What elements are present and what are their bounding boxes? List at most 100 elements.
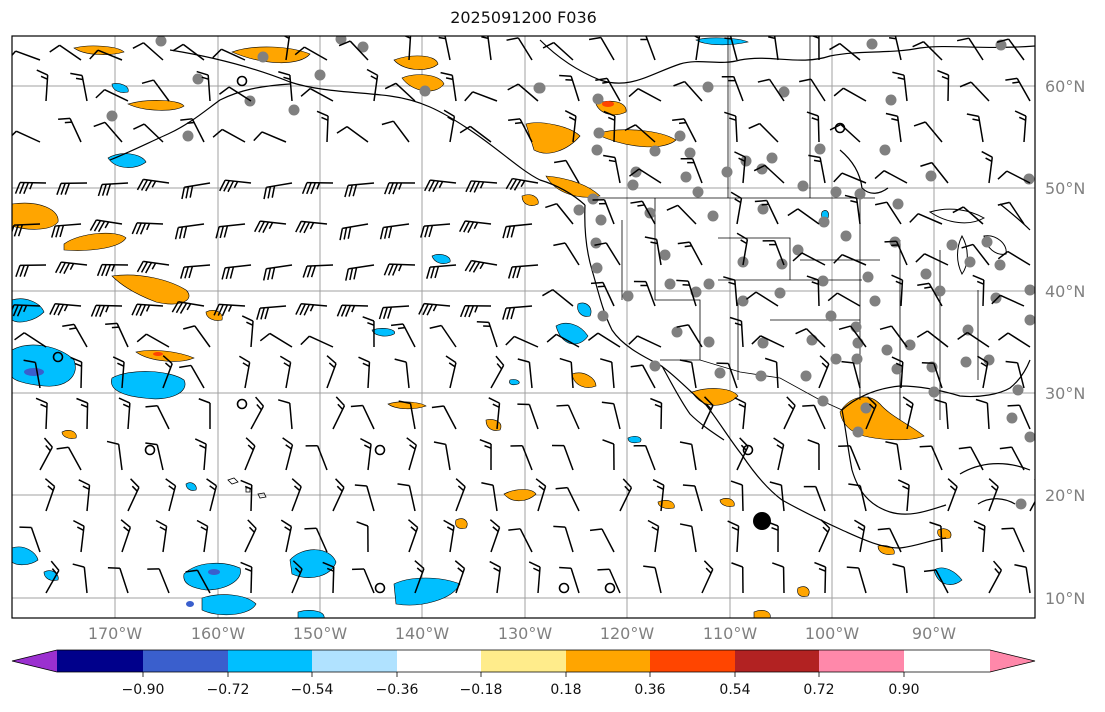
wind-barb <box>555 486 580 512</box>
calm-markers <box>52 75 846 594</box>
wind-barb <box>952 206 984 225</box>
wind-barb <box>155 519 168 553</box>
wind-barb <box>833 253 867 266</box>
wind-barb <box>848 483 867 512</box>
wind-barb <box>628 87 662 102</box>
wind-barb <box>49 44 82 61</box>
wind-barb <box>885 112 902 143</box>
wind-barb <box>489 519 501 553</box>
wind-barb <box>727 520 740 553</box>
wind-barb <box>736 437 749 471</box>
wind-barb <box>362 316 375 348</box>
wind-barb <box>841 360 861 389</box>
wind-barb <box>630 200 656 225</box>
wind-barb <box>136 178 170 192</box>
wind-barb <box>19 526 41 553</box>
wind-barb <box>844 194 861 225</box>
wind-barb <box>997 170 1031 184</box>
wind-barb <box>510 445 533 471</box>
lat-label-30n: 30°N <box>1045 384 1086 403</box>
wind-barb <box>131 222 164 235</box>
colorbar-extend-low <box>12 650 57 672</box>
wind-barb <box>97 182 129 197</box>
lat-label-20n: 20°N <box>1045 486 1086 505</box>
wind-barb <box>106 440 123 471</box>
colorbar-tick-label: 0.90 <box>888 682 920 698</box>
wind-barb <box>384 82 416 102</box>
wind-barb <box>757 78 785 102</box>
wind-barb <box>283 36 291 61</box>
wind-barb <box>383 263 416 276</box>
wind-barb <box>551 444 574 471</box>
lat-label-60n: 60°N <box>1045 77 1086 96</box>
lon-label-90w: 90°W <box>911 624 957 643</box>
wind-barb <box>445 355 457 389</box>
wind-barb <box>546 333 580 348</box>
wind-barb <box>730 480 744 512</box>
lon-label-100w: 100°W <box>804 624 860 643</box>
wind-barb <box>479 439 492 471</box>
wind-barb <box>180 118 205 143</box>
wind-barb <box>734 151 746 184</box>
wind-barb <box>913 121 943 143</box>
wind-barb <box>55 261 88 275</box>
wind-barb <box>553 242 580 266</box>
wind-barb <box>440 71 457 102</box>
wind-barb <box>829 42 861 61</box>
wind-barb <box>262 264 293 281</box>
wind-barb <box>78 479 91 512</box>
wind-barb <box>62 323 88 348</box>
wind-barb <box>677 241 703 266</box>
lon-label-160w: 160°W <box>190 624 246 643</box>
wind-barb <box>403 36 412 61</box>
colorbar-segment <box>481 650 566 672</box>
wind-barb <box>183 325 211 348</box>
wind-barb <box>602 439 615 471</box>
wind-barb <box>443 519 455 553</box>
wind-barb <box>295 303 328 316</box>
wind-barb <box>1014 563 1031 594</box>
wind-barb <box>502 305 533 320</box>
colorbar-segment <box>228 650 312 672</box>
wind-barb <box>619 478 633 512</box>
wind-barb <box>650 397 663 430</box>
wind-barb <box>254 220 287 234</box>
wind-barb <box>250 396 265 430</box>
wind-barb <box>127 478 140 512</box>
wind-barb <box>198 398 211 430</box>
wind-barb <box>833 172 867 184</box>
wind-barb <box>590 281 615 307</box>
wind-barb <box>716 362 738 389</box>
plot-title: 2025091200 F036 <box>450 8 597 27</box>
wind-barb <box>745 291 779 307</box>
wind-barb <box>673 80 703 102</box>
wind-barb <box>56 182 88 195</box>
wind-barb <box>912 41 943 61</box>
wind-barb <box>358 356 371 389</box>
wind-barb <box>601 401 621 430</box>
wind-barb <box>338 40 369 61</box>
wind-barb <box>597 568 621 594</box>
wind-barb <box>459 304 492 318</box>
wind-barb <box>517 403 539 430</box>
wind-barb <box>418 302 451 316</box>
wind-barb <box>724 36 738 61</box>
wind-barb <box>721 75 744 102</box>
wind-barb <box>481 36 492 61</box>
wind-barb <box>185 569 211 594</box>
wind-barb <box>806 111 820 143</box>
wind-barb <box>263 182 293 200</box>
wind-barb <box>174 223 205 240</box>
wind-barb <box>332 478 345 512</box>
wind-barb <box>929 521 943 553</box>
wind-barb <box>44 478 56 512</box>
wind-barb <box>916 330 949 348</box>
wind-barb <box>490 355 505 389</box>
wind-barb <box>723 276 738 307</box>
wind-barb <box>133 123 164 143</box>
wind-barb <box>553 525 574 553</box>
lat-label-40n: 40°N <box>1045 282 1086 301</box>
wind-barb <box>282 437 294 471</box>
colorbar-tick-label: −0.54 <box>290 682 334 698</box>
wind-barb <box>633 36 656 61</box>
